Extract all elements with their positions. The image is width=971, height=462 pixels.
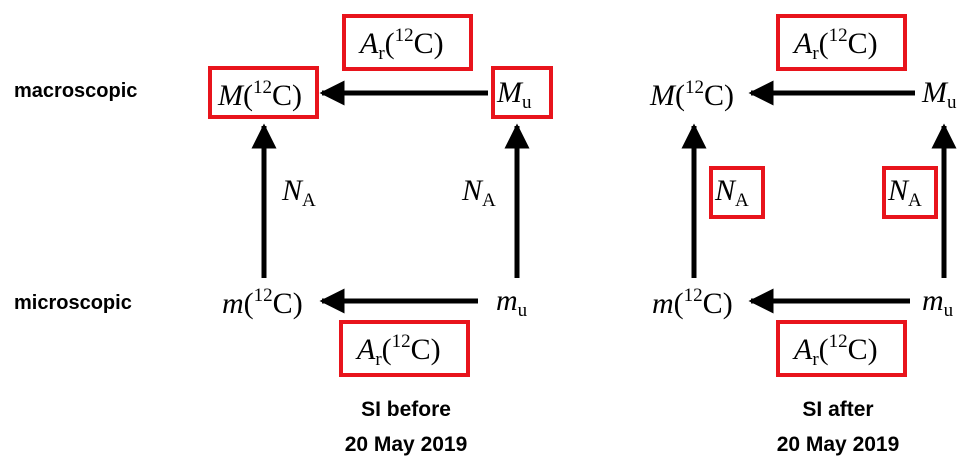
atomic-mass-c12-1: m(12C) bbox=[222, 285, 303, 320]
relative-atomic-mass-bottom-1: Ar(12C) bbox=[357, 331, 441, 370]
caption-si-after-line1: SI after bbox=[802, 398, 874, 421]
caption-si-before-line2: 20 May 2019 bbox=[344, 433, 468, 456]
relative-atomic-mass-top-2: Ar(12C) bbox=[794, 25, 878, 64]
highlight-box-ar-bottom-2 bbox=[776, 320, 907, 377]
atomic-mass-constant-2: mu bbox=[922, 284, 954, 321]
caption-si-after-line2: 20 May 2019 bbox=[776, 433, 900, 456]
caption-si-before: SI before 20 May 2019 bbox=[306, 392, 506, 462]
highlight-box-na-left-2 bbox=[709, 166, 765, 219]
atomic-mass-c12-2: m(12C) bbox=[652, 285, 733, 320]
molar-mass-c12-1: M(12C) bbox=[218, 77, 303, 112]
relative-atomic-mass-top-1: Ar(12C) bbox=[360, 25, 444, 64]
highlight-box-na-right-2 bbox=[882, 166, 938, 219]
highlight-box-molar-mass-c12 bbox=[208, 66, 319, 119]
relative-atomic-mass-bottom-2: Ar(12C) bbox=[794, 331, 878, 370]
avogadro-label-left-1: NA bbox=[282, 174, 316, 211]
molar-mass-constant-2: Mu bbox=[922, 76, 957, 113]
row-label-macroscopic: macroscopic bbox=[14, 80, 138, 102]
caption-si-after: SI after 20 May 2019 bbox=[738, 392, 938, 462]
avogadro-label-right-1: NA bbox=[462, 174, 496, 211]
highlight-box-ar-top-2 bbox=[776, 14, 907, 71]
avogadro-label-left-2: NA bbox=[715, 174, 749, 211]
molar-mass-constant-1: Mu bbox=[497, 76, 532, 113]
highlight-box-ar-top-1 bbox=[342, 14, 473, 71]
highlight-box-molar-mass-constant bbox=[491, 66, 553, 119]
caption-si-before-line1: SI before bbox=[361, 398, 451, 421]
molar-mass-c12-2: M(12C) bbox=[650, 77, 735, 112]
highlight-box-ar-bottom-1 bbox=[339, 320, 470, 377]
row-label-microscopic: microscopic bbox=[14, 292, 132, 314]
avogadro-label-right-2: NA bbox=[888, 174, 922, 211]
atomic-mass-constant-1: mu bbox=[496, 284, 528, 321]
